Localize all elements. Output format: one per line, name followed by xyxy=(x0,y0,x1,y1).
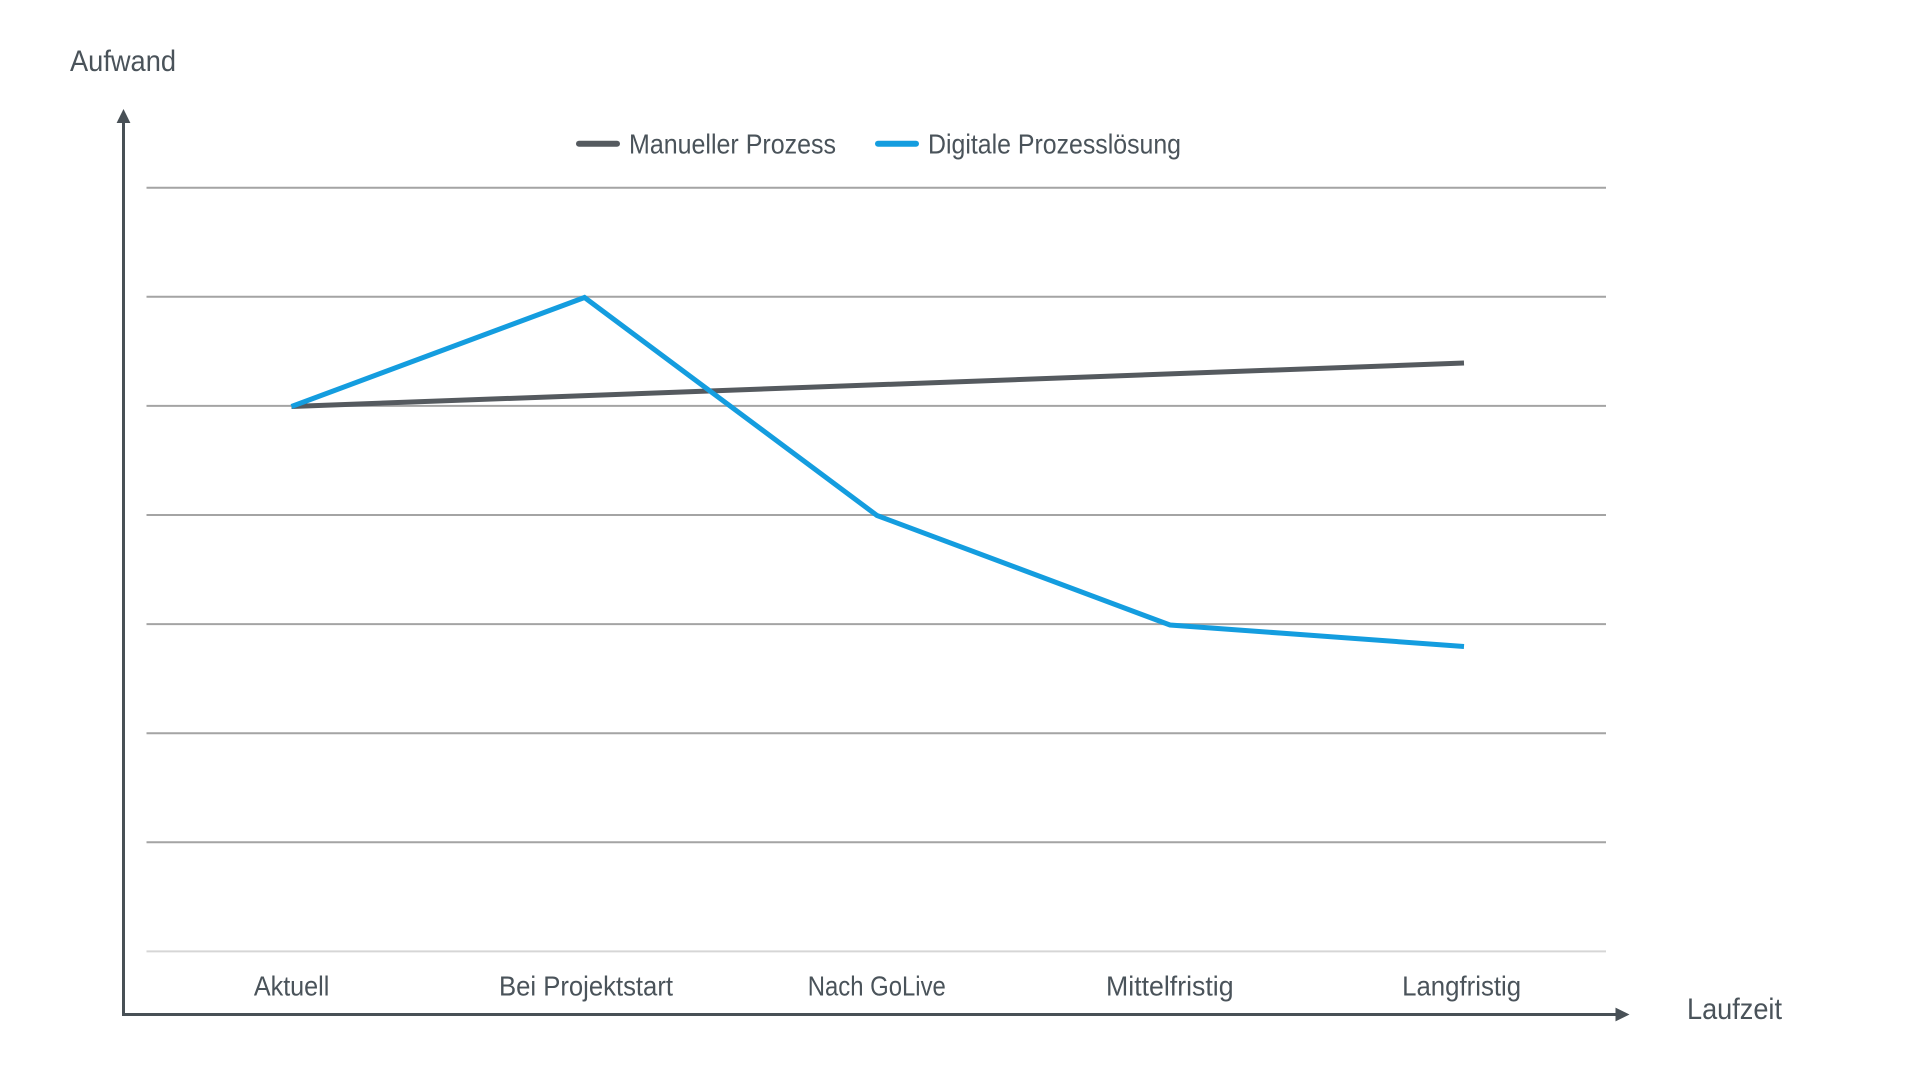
svg-text:Aufwand: Aufwand xyxy=(70,45,176,78)
svg-text:Nach GoLive: Nach GoLive xyxy=(808,970,946,1001)
svg-text:Laufzeit: Laufzeit xyxy=(1687,993,1783,1026)
svg-text:Digitale Prozesslösung: Digitale Prozesslösung xyxy=(928,128,1181,159)
svg-text:Langfristig: Langfristig xyxy=(1402,970,1521,1001)
svg-text:Aktuell: Aktuell xyxy=(254,970,330,1001)
svg-text:Bei Projektstart: Bei Projektstart xyxy=(499,970,673,1001)
svg-text:Manueller Prozess: Manueller Prozess xyxy=(629,128,836,159)
svg-text:Mittelfristig: Mittelfristig xyxy=(1106,970,1234,1001)
